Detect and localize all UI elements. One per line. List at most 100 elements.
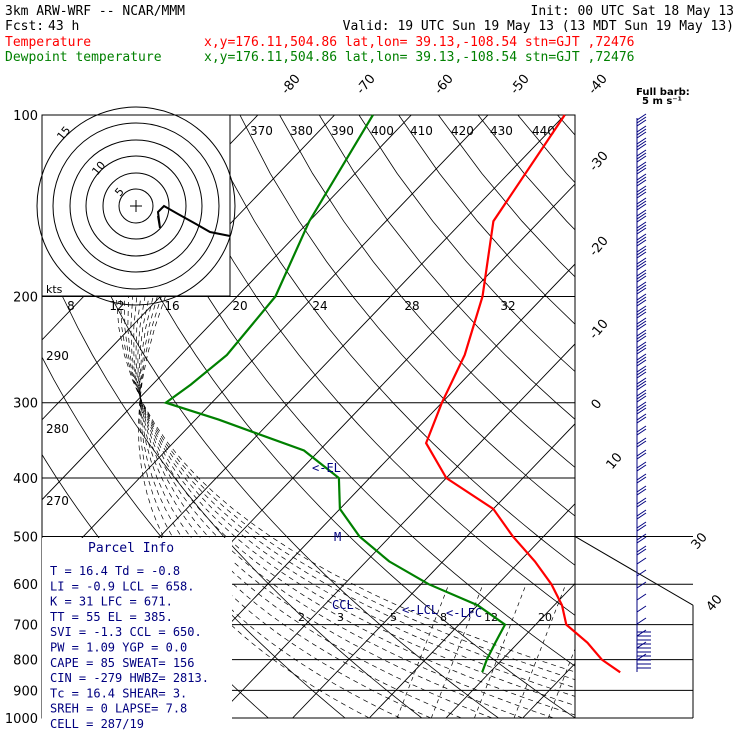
frame-edge (574, 536, 694, 606)
parcel-info-row: CELL = 287/19 (50, 717, 144, 731)
theta-label: 290 (46, 349, 69, 363)
wind-barb (636, 521, 647, 529)
dry-adiabat (199, 115, 575, 566)
isotherm-label: -30 (587, 149, 612, 175)
mixing-ratio-line (547, 647, 575, 718)
moist-adiabat (137, 296, 523, 718)
wind-barb (636, 377, 647, 385)
dry-adiabat (716, 115, 740, 718)
wind-barb (636, 149, 647, 157)
pressure-label-200: 200 (13, 291, 38, 306)
el-marker: <-EL (312, 461, 341, 475)
pressure-label-900: 900 (13, 684, 38, 699)
theta-label: 380 (290, 124, 313, 138)
wind-barb (636, 383, 647, 391)
wind-barb (636, 116, 647, 124)
wind-barb (636, 629, 647, 637)
wind-barb (636, 401, 647, 409)
isotherm (42, 115, 489, 581)
wind-barb (636, 428, 647, 436)
wind-barb (636, 569, 647, 577)
parcel-info-box: Parcel Info T = 16.4 Td = -0.8LI = -0.9 … (42, 538, 232, 731)
moist-adiabat (124, 296, 575, 689)
wind-barb (636, 125, 647, 133)
isotherm (368, 503, 575, 718)
wind-barb (636, 269, 647, 277)
mixing-ratio-label: 12 (484, 611, 498, 624)
wind-barb (636, 548, 647, 556)
wind-barb (636, 251, 647, 259)
mixing-ratio-label: 20 (538, 611, 552, 624)
isotherm (522, 662, 575, 718)
dewpoint-location: x,y=176.11,504.86 lat,lon= 39.13,-108.54… (204, 50, 634, 65)
wind-barb (636, 500, 647, 508)
theta-label: 400 (371, 124, 394, 138)
dry-adiabat (239, 115, 575, 517)
wind-barb (636, 617, 647, 625)
isotherm (676, 115, 740, 718)
wind-barb (636, 167, 647, 175)
wind-barb (636, 179, 647, 187)
wind-barb (636, 197, 647, 205)
theta-label: 420 (451, 124, 474, 138)
isotherm-label: 0 (589, 397, 606, 413)
full-barb-units: 5 m s⁻¹ (642, 96, 682, 107)
wind-barb (636, 407, 647, 415)
wind-barb (636, 263, 647, 271)
wind-barb (636, 557, 647, 565)
wind-barb (636, 281, 647, 289)
hodograph-ring (36, 106, 236, 306)
wind-barb (636, 305, 647, 313)
hodograph-ring (52, 122, 220, 290)
wind-barb (636, 203, 647, 211)
wind-barb (636, 536, 647, 544)
isotherm-label: 40 (704, 592, 726, 614)
hodograph-axis-tick: 28 (404, 299, 419, 313)
isotherm-label: -60 (432, 72, 457, 98)
theta-label: 270 (46, 494, 69, 508)
wind-barb (636, 413, 647, 421)
wind-barb (636, 485, 647, 493)
wind-barb (636, 332, 647, 340)
wind-barb (636, 416, 647, 424)
wind-barb (636, 392, 647, 400)
wind-barb (636, 155, 647, 163)
wind-barb (636, 509, 647, 517)
wind-barb (636, 476, 647, 484)
wind-barb (636, 248, 647, 256)
parcel-info-row: SVI = -1.3 CCL = 650. (50, 625, 202, 639)
dry-adiabat (597, 115, 740, 718)
parcel-info-row: LI = -0.9 LCL = 658. (50, 579, 195, 593)
theta-label: 430 (490, 124, 513, 138)
wind-barb (636, 545, 647, 553)
wind-barb (636, 152, 647, 160)
moist-adiabat (139, 296, 431, 718)
hodograph-axis-tick: 12 (109, 299, 124, 313)
hodograph-axis-tick: 20 (232, 299, 247, 313)
wind-barb (636, 524, 647, 532)
wind-barb (636, 143, 647, 151)
mixing-ratio-label: 2 (298, 611, 305, 624)
dry-adiabat (438, 115, 575, 278)
theta-label: 440 (532, 124, 555, 138)
ccl-marker: CCL (332, 598, 354, 612)
dry-adiabat (120, 115, 575, 667)
wind-barb (636, 191, 647, 199)
wind-barb (636, 227, 647, 235)
isotherm (138, 263, 575, 718)
isotherm-label: 10 (604, 450, 626, 472)
wind-barb (636, 287, 647, 295)
pressure-label-600: 600 (13, 578, 38, 593)
wind-barb (636, 452, 647, 460)
hodograph-axis-tick: 8 (67, 299, 75, 313)
dry-adiabat (279, 115, 575, 468)
wind-barb (636, 275, 647, 283)
dry-adiabat (637, 115, 740, 718)
wind-barb (636, 323, 647, 331)
hodograph-units: kts (46, 283, 63, 296)
wind-barb (636, 317, 647, 325)
dry-adiabat (318, 115, 575, 420)
wind-barb (636, 137, 647, 145)
wind-barb (636, 284, 647, 292)
